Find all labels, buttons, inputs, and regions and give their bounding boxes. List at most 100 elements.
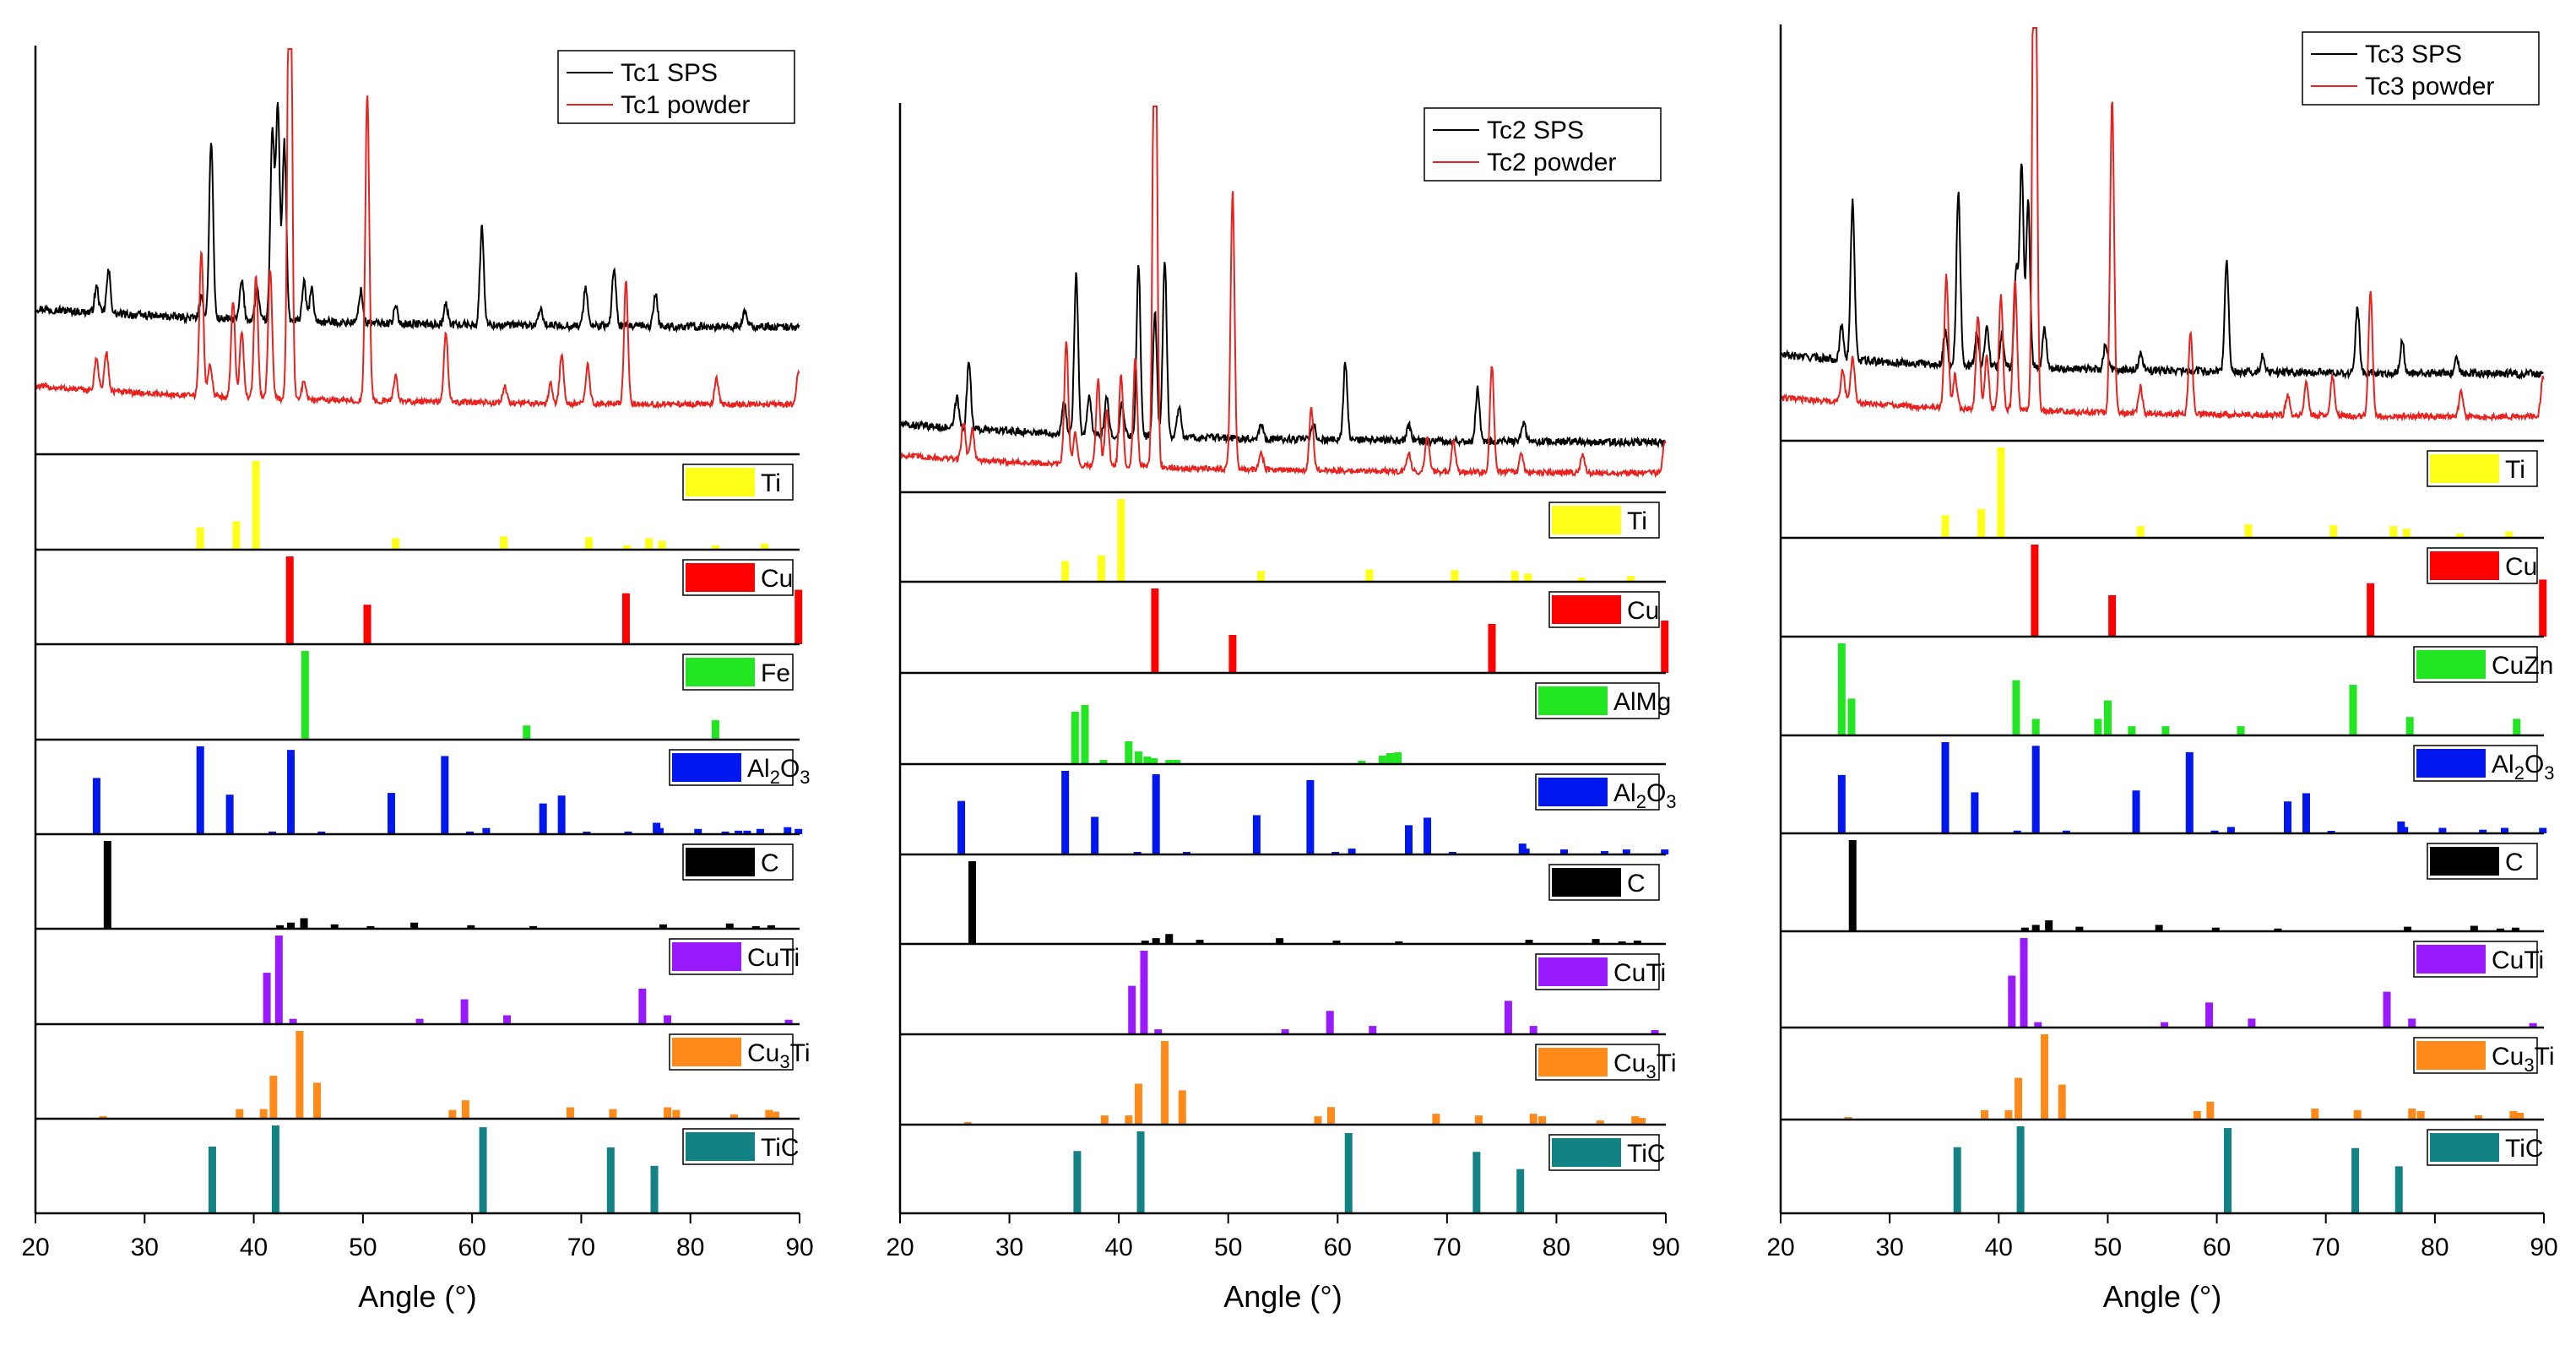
phase-stick-cu [285,556,294,644]
phase-stick-c [276,925,285,929]
phase-stick-al2o3 [2031,746,2040,833]
phase-label-tic: TiC [1627,1140,1666,1168]
phase-label-c: C [1627,870,1646,898]
panel-tc2: Tc2 SPS Tc2 powder Ti Cu AlMg Al2O3 C CuTi Cu3Ti… [886,103,1680,1314]
x-tick-label: 90 [2530,1234,2557,1261]
phase-stick-tic [271,1125,279,1213]
phase-stick-cuti [1140,951,1148,1034]
phase-stick-cuzn [2405,717,2414,735]
x-tick-label: 60 [458,1234,485,1261]
phase-swatch-almg [1538,686,1608,715]
phase-stick-cuzn [1837,643,1846,735]
phase-stick-cu3ti [448,1109,457,1119]
phase-stick-cu [2108,594,2117,637]
phase-swatch-cu [1552,595,1621,624]
phase-stick-cuti [2383,991,2391,1028]
phase-stick-tic [2223,1128,2232,1213]
phase-stick-c [1276,938,1284,944]
phase-stick-cu3ti [2408,1108,2416,1120]
phase-stick-ti [2389,526,2398,538]
phase-stick-almg [1143,757,1152,764]
phase-stick-cuti [664,1015,672,1024]
phase-stick-c [659,924,667,929]
phase-stick-cu3ti [1314,1116,1322,1125]
phase-stick-almg [1378,756,1386,764]
phase-stick-c [725,923,734,929]
legend-label-tc1-sps: Tc1 SPS [621,59,718,87]
phase-stick-almg [1386,753,1394,764]
phase-stick-al2o3 [743,830,751,834]
phase-label-ti: Ti [1627,507,1647,535]
phase-stick-cu3ti [1538,1116,1547,1125]
phase-stick-c [2045,920,2053,931]
x-tick-label: 60 [2203,1234,2231,1261]
phase-stick-cu3ti [1178,1090,1186,1125]
phase-stick-cu3ti [2206,1101,2215,1120]
phase-stick-cu [2367,583,2375,637]
phase-stick-ti [500,536,508,550]
phase-stick-cuti [2529,1022,2537,1028]
series-line-tc3-sps [1780,163,2544,381]
phase-stick-tic [479,1127,487,1213]
phase-stick-cuti [1281,1029,1289,1034]
phase-stick-al2o3 [1622,849,1630,854]
phase-stick-almg [1071,712,1079,764]
phase-stick-c [2155,925,2163,931]
phase-stick-ti [1117,499,1125,582]
phase-stick-ti [1365,569,1374,582]
phase-swatch-tic [2430,1133,2499,1162]
series-line-tc1-sps [35,102,800,334]
phase-stick-cuzn [2513,719,2521,735]
phase-stick-c [529,925,538,929]
phase-stick-cuti [460,999,469,1024]
phase-label-cu: Cu [2505,553,2537,581]
phase-stick-tic [1953,1147,1961,1213]
phase-stick-c [1332,941,1341,944]
phase-stick-al2o3 [2539,827,2547,833]
phase-stick-al2o3 [2013,830,2021,833]
phase-stick-cuzn [1847,698,1856,735]
phase-stick-cu3ti [1327,1107,1336,1125]
phase-stick-ti [1257,571,1266,582]
phase-stick-al2o3 [317,831,326,834]
phase-stick-al2o3 [2185,751,2194,833]
phase-label-c: C [2505,849,2524,876]
x-tick-label: 60 [1324,1234,1352,1261]
phase-stick-cu [2539,579,2547,637]
phase-swatch-ti [1552,506,1621,534]
phase-stick-tic [650,1165,659,1213]
phase-stick-ti [2456,533,2465,538]
phase-stick-fe [301,651,309,740]
phase-stick-tic [1073,1151,1082,1213]
phase-stick-c [410,922,419,929]
phase-stick-cuti [1504,1001,1512,1034]
phase-stick-cu3ti [2311,1108,2319,1120]
phase-stick-cuti [2205,1002,2214,1028]
phase-stick-c [2075,926,2084,931]
phase-stick-cu3ti [2004,1109,2013,1120]
phase-stick-c [1395,941,1403,944]
phase-swatch-ti [2430,454,2499,483]
phase-stick-al2o3 [1559,849,1568,854]
phase-stick-cu3ti [1100,1115,1109,1125]
phase-stick-al2o3 [2210,830,2219,833]
series-line-tc1-powder [35,48,800,409]
phase-label-tic: TiC [2505,1135,2544,1163]
phase-stick-al2o3 [196,746,204,834]
phase-stick-cu3ti [567,1107,574,1119]
phase-stick-tic [606,1147,615,1213]
phase-stick-cu3ti [1474,1115,1483,1125]
phase-stick-al2o3 [1091,816,1099,854]
x-tick-label: 20 [1766,1234,1794,1261]
phase-swatch-al2o3 [2416,749,2486,778]
phase-stick-ti [1097,555,1105,582]
panel-tc1: Tc1 SPS Tc1 powder Ti Cu Fe Al2O3 C CuTi Cu3Ti Ti… [21,46,814,1314]
phase-label-al2o3: Al2O3 [747,755,811,788]
phase-stick-almg [1125,741,1133,764]
phase-stick-al2o3 [1941,742,1950,833]
phase-stick-ti [658,540,666,550]
phase-stick-ti [196,527,204,550]
phase-stick-al2o3 [92,778,100,834]
legend-label-tc3-powder: Tc3 powder [2365,73,2494,100]
phase-swatch-cu [2430,551,2499,580]
